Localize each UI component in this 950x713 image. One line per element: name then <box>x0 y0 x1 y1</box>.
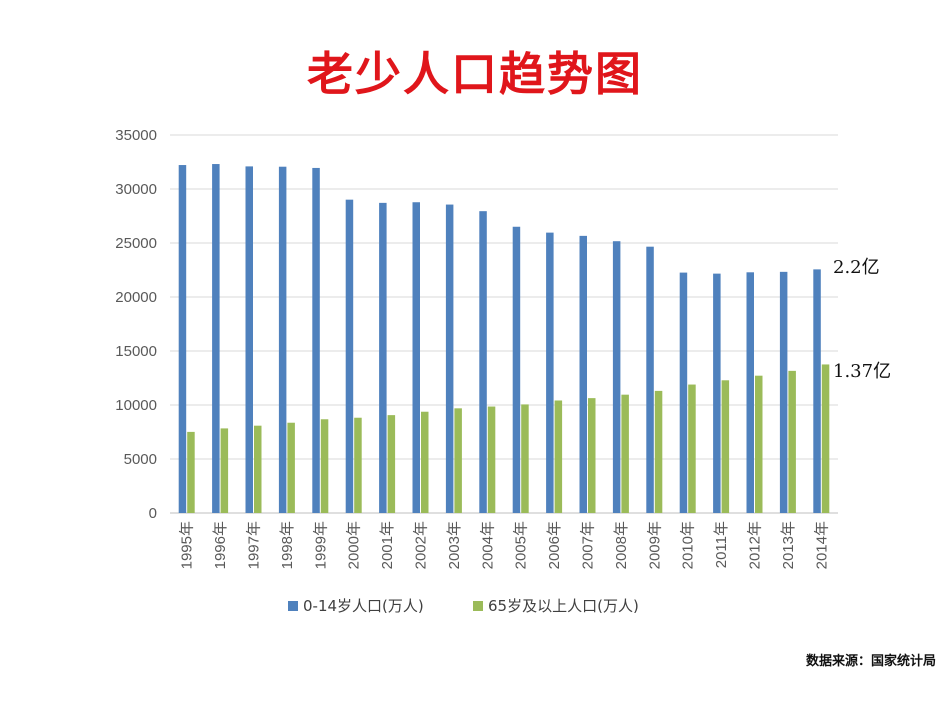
bar-elderly <box>654 390 663 513</box>
y-tick-label: 35000 <box>115 127 157 144</box>
bar-children <box>245 166 253 513</box>
bar-children <box>546 232 554 513</box>
legend: 0-14岁人口(万人) 65岁及以上人口(万人) <box>288 597 639 615</box>
x-tick-label: 1995年 <box>179 521 196 569</box>
x-tick-label: 2012年 <box>747 521 764 569</box>
bar-children <box>212 164 220 513</box>
bar-elderly <box>354 417 362 513</box>
legend-swatch-elderly <box>473 601 483 611</box>
bar-elderly <box>187 431 195 513</box>
bar-elderly <box>521 404 529 513</box>
x-axis-ticks: 1995年 1996年 1997年 1998年 1999年 2000年 2001年 2002年… <box>179 521 831 569</box>
y-tick-label: 30000 <box>115 181 157 198</box>
bar-elderly <box>721 380 730 513</box>
legend-label-children: 0-14岁人口(万人) <box>303 597 424 615</box>
bar-children <box>345 199 354 513</box>
bar-elderly <box>588 398 596 513</box>
x-tick-label: 2008年 <box>613 521 630 569</box>
bar-elderly <box>621 394 629 513</box>
bars <box>178 164 830 514</box>
x-tick-label: 2013年 <box>780 521 797 569</box>
bar-children <box>679 272 688 513</box>
x-tick-label: 2000年 <box>346 521 363 569</box>
annotation-elderly-2014: 1.37亿 <box>833 361 892 382</box>
x-tick-label: 2003年 <box>446 521 463 569</box>
x-tick-label: 2006年 <box>546 521 563 569</box>
y-tick-label: 25000 <box>115 235 157 252</box>
bar-elderly <box>755 375 763 513</box>
bar-elderly <box>788 370 796 513</box>
bar-children <box>312 167 320 513</box>
bar-children <box>612 241 621 513</box>
legend-swatch-children <box>288 601 298 611</box>
bar-elderly <box>421 411 429 513</box>
bar-elderly <box>254 425 262 513</box>
bar-children <box>379 202 387 514</box>
bar-elderly <box>454 408 462 513</box>
bar-children <box>445 204 454 513</box>
bar-children <box>512 226 521 513</box>
x-tick-label: 2001年 <box>379 521 396 569</box>
bar-children <box>178 165 187 513</box>
bar-children <box>813 269 821 513</box>
bar-children <box>412 202 420 514</box>
bar-elderly <box>287 422 295 513</box>
y-axis-ticks: 0 5000 10000 15000 20000 25000 30000 35000 <box>115 127 157 522</box>
bar-children <box>278 166 287 513</box>
y-tick-label: 10000 <box>115 397 157 414</box>
y-tick-label: 15000 <box>115 343 157 360</box>
x-tick-label: 2014年 <box>813 521 830 569</box>
gridlines <box>170 134 838 514</box>
bar-children <box>779 271 788 513</box>
x-tick-label: 2004年 <box>479 521 496 569</box>
y-tick-label: 20000 <box>115 289 157 306</box>
x-tick-label: 2002年 <box>413 521 430 569</box>
x-tick-label: 1996年 <box>212 521 229 569</box>
x-tick-label: 2011年 <box>713 521 730 568</box>
x-tick-label: 2010年 <box>680 521 697 569</box>
data-source: 数据来源：国家统计局 <box>805 654 936 669</box>
bar-children <box>579 235 587 513</box>
x-tick-label: 1997年 <box>246 521 263 569</box>
bar-elderly <box>320 419 329 513</box>
chart-title: 老少人口趋势图 <box>307 47 643 101</box>
bar-elderly <box>387 415 396 513</box>
bar-children <box>479 211 487 513</box>
bar-elderly <box>821 364 830 513</box>
bar-elderly <box>487 406 496 513</box>
x-tick-label: 2005年 <box>513 521 530 569</box>
bar-children <box>746 272 754 513</box>
bar-children <box>646 246 654 513</box>
bar-elderly <box>688 384 696 513</box>
x-tick-label: 2009年 <box>646 521 663 569</box>
annotation-children-2014: 2.2亿 <box>833 257 880 278</box>
y-tick-label: 5000 <box>124 451 157 468</box>
legend-label-elderly: 65岁及以上人口(万人) <box>488 597 639 615</box>
bar-elderly <box>220 428 229 513</box>
x-tick-label: 2007年 <box>580 521 597 569</box>
x-tick-label: 1998年 <box>279 521 296 569</box>
bar-children <box>713 273 721 513</box>
y-tick-label: 0 <box>149 505 157 522</box>
bar-elderly <box>554 400 563 513</box>
x-tick-label: 1999年 <box>312 521 329 569</box>
